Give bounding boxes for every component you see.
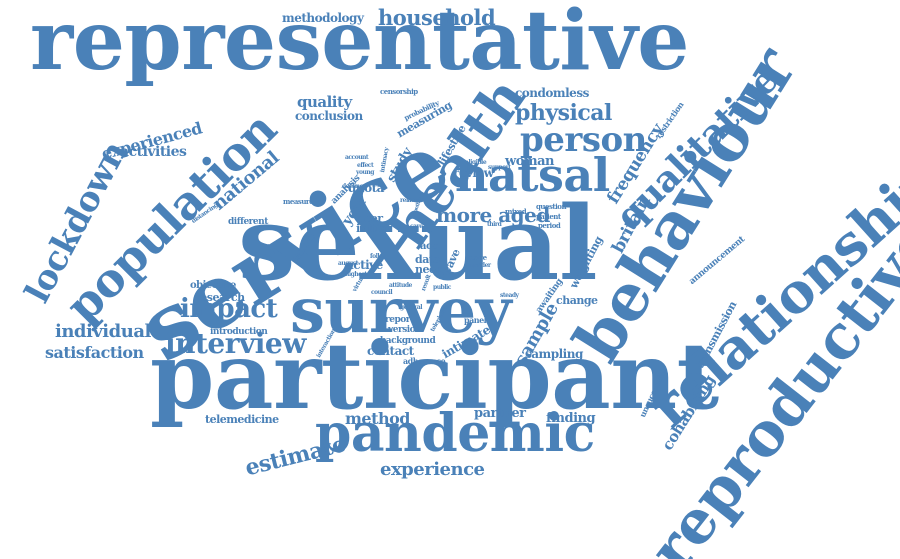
word-version: version [388, 326, 421, 335]
word-censorship: censorship [380, 88, 418, 95]
word-partner: partner [474, 407, 525, 420]
word-panel: panel [464, 316, 486, 324]
word-method: method [345, 411, 410, 427]
word-introduction: introduction [210, 328, 267, 337]
word-person: person [520, 123, 647, 157]
word-satisfaction: satisfaction [45, 345, 144, 361]
word-eligible: eligible [465, 160, 486, 166]
word-research: research [195, 292, 245, 303]
word-finding: finding [546, 412, 595, 425]
word-initial: initial [356, 223, 389, 234]
word-different: different [228, 218, 268, 227]
word-general: general [400, 305, 422, 311]
word-third: third [487, 222, 501, 228]
word-patient: patient [536, 213, 561, 220]
word-quality: quality [297, 95, 352, 110]
word-sampling: sampling [525, 348, 583, 360]
word-woman: woman [505, 155, 554, 168]
word-objective: objective [190, 281, 236, 291]
word-gender: gender [470, 263, 491, 269]
word-attitude: attitude [389, 283, 412, 289]
word-steady: steady [500, 293, 519, 299]
word-stage: stage [468, 254, 487, 261]
word-decline: decline [342, 184, 363, 190]
word-public: public [433, 285, 451, 291]
word-account: account [345, 155, 368, 161]
word-household: household [378, 7, 495, 28]
word-measure: measure [283, 198, 313, 205]
word-adherence: adherence [403, 357, 445, 365]
word-mixed: mixed [505, 208, 526, 215]
word-need: need [415, 264, 443, 275]
word-activities: activities [120, 145, 186, 159]
word-follow: follow [370, 254, 387, 260]
word-care: care [410, 224, 423, 230]
word-condomless: condomless [515, 87, 589, 99]
word-individual: individual [55, 323, 151, 341]
word-august: august [338, 261, 358, 267]
word-experience: experience [380, 461, 485, 479]
word-background: background [380, 337, 435, 346]
word-report: report [385, 316, 414, 325]
word-council: council [371, 290, 392, 296]
word-estimate: estimate [243, 433, 348, 479]
word-period: period [538, 222, 560, 229]
word-support: support [488, 165, 511, 171]
word-acc: acc [420, 242, 437, 252]
word-conclusion: conclusion [295, 110, 363, 122]
word-question: question [536, 203, 566, 210]
word-telemedicine: telemedicine [205, 414, 279, 425]
word-highest: highest [345, 272, 367, 278]
word-young: young [356, 170, 374, 176]
word-physical: physical [515, 102, 612, 124]
word-methodology: methodology [282, 12, 363, 24]
word-change: change [556, 295, 598, 306]
